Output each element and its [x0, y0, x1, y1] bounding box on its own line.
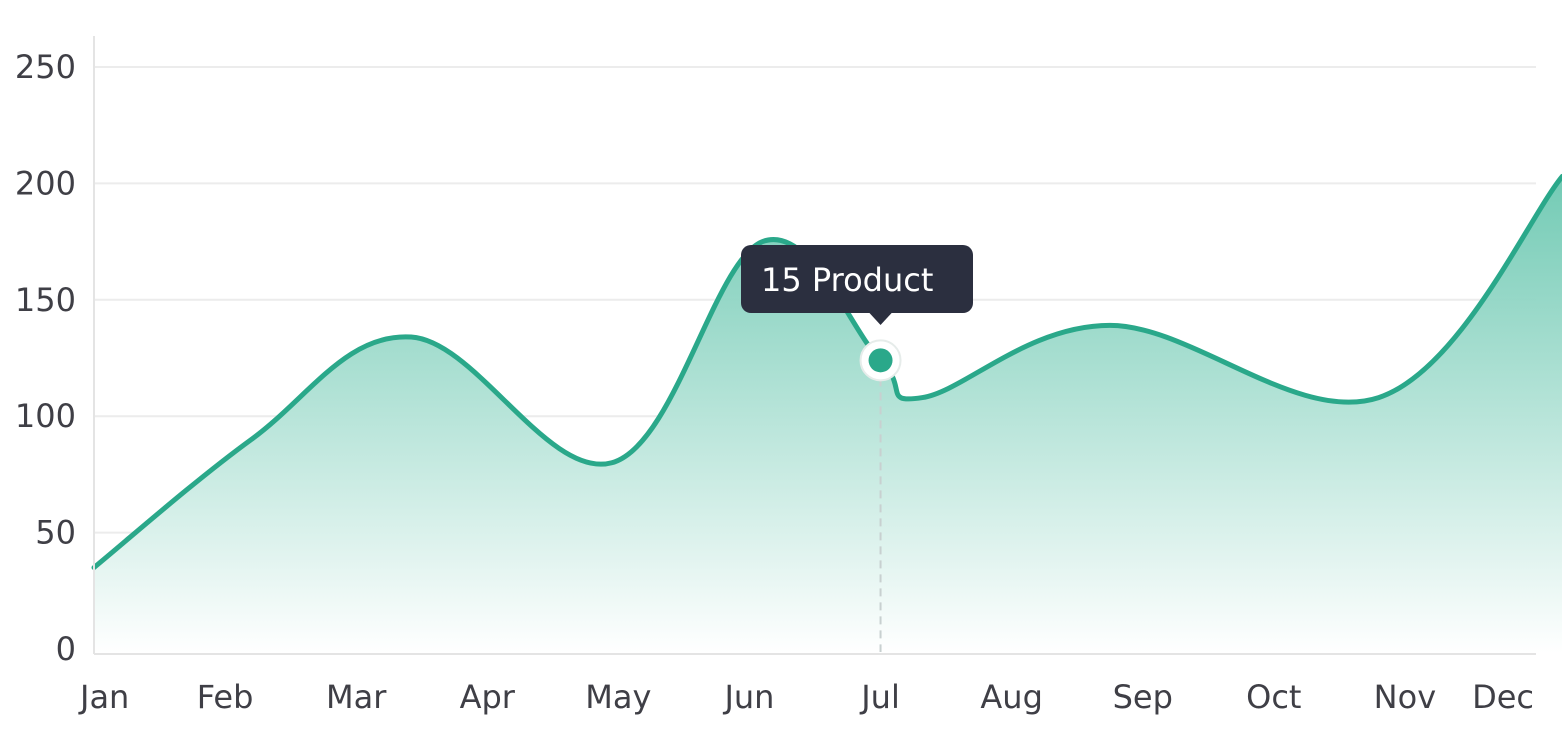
x-tick-label: Sep	[1113, 678, 1173, 716]
x-tick-label: Jul	[859, 678, 900, 716]
x-tick-label: Dec	[1472, 678, 1534, 716]
y-tick-label: 0	[56, 630, 76, 668]
series-area-fill	[94, 176, 1562, 653]
tooltip-layer: 15 Product	[741, 245, 973, 652]
x-tick-label: May	[585, 678, 651, 716]
x-tick-label: Apr	[460, 678, 516, 716]
x-tick-label: Feb	[197, 678, 254, 716]
tick-labels: 0 50 100 150 200 250 Jan Feb Mar Apr May Jun Jul Aug S…	[15, 48, 1534, 716]
y-tick-label: 200	[15, 164, 76, 202]
tooltip: 15 Product	[741, 245, 973, 325]
x-tick-label: Mar	[326, 678, 387, 716]
active-point[interactable]	[868, 348, 893, 373]
x-tick-label: Jan	[78, 678, 129, 716]
x-tick-label: Oct	[1246, 678, 1301, 716]
tooltip-text: 15 Product	[761, 261, 933, 299]
x-tick-label: Aug	[980, 678, 1042, 716]
tooltip-box	[741, 245, 973, 313]
x-tick-label: Jun	[722, 678, 774, 716]
y-tick-label: 100	[15, 397, 76, 435]
tooltip-arrow	[868, 312, 893, 325]
x-tick-label: Nov	[1374, 678, 1436, 716]
axes	[93, 36, 1536, 655]
y-tick-label: 50	[35, 514, 76, 552]
y-tick-label: 150	[15, 281, 76, 319]
y-tick-label: 250	[15, 48, 76, 86]
